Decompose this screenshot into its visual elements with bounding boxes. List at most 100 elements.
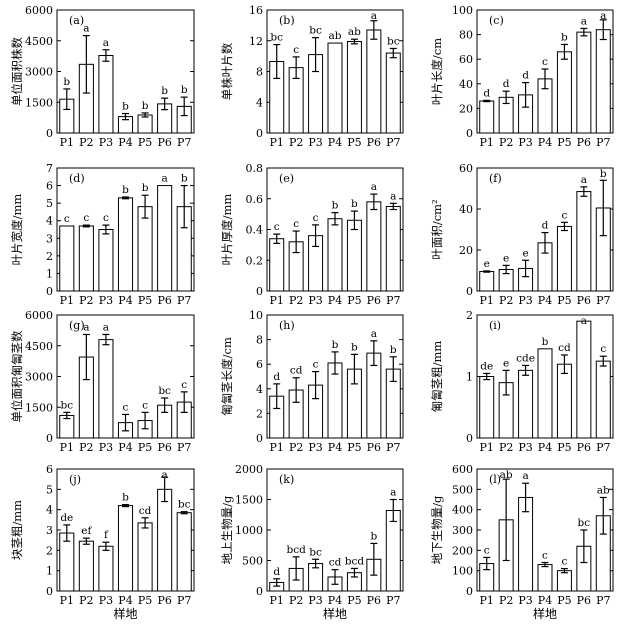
x-tick-label: P3 <box>308 594 322 607</box>
x-tick-label: P2 <box>289 441 303 454</box>
x-tick-label: P2 <box>79 594 93 607</box>
x-tick-label: P7 <box>596 136 610 149</box>
significance-letter: c <box>274 221 280 233</box>
bar <box>157 185 173 292</box>
significance-letter: b <box>161 85 168 97</box>
x-tick-label: P6 <box>577 294 591 307</box>
significance-letter: e <box>503 252 509 264</box>
bar <box>366 29 382 134</box>
x-axis-label: 样地 <box>323 606 347 621</box>
y-tick-label: 1500 <box>235 494 263 507</box>
y-axis-label: 单位面积匍匐茎数 <box>10 330 24 422</box>
y-axis-label: 地上生物量/g <box>220 495 234 564</box>
bar <box>366 201 382 292</box>
significance-letter: c <box>542 56 548 68</box>
significance-letter: b <box>351 198 358 210</box>
y-tick-label: 400 <box>452 504 473 517</box>
panel-e: 0 0.2 0.4 0.6 0.8 c P1 c P2 c P3 b P4 b P5 a P6 a P7 (e) 叶片厚… <box>220 162 404 307</box>
significance-letter: b <box>351 341 358 353</box>
significance-letter: c <box>142 399 148 411</box>
bar <box>98 229 114 292</box>
bar <box>269 238 285 292</box>
x-tick-label: P2 <box>289 594 303 607</box>
panel-i: 0 1 2 de P1 e P2 cde P3 b P4 cd P5 a P6 c P7 (i) 匍匐茎粗/mm <box>430 309 614 454</box>
y-tick-label: 5 <box>46 483 53 496</box>
y-tick-label: 8 <box>256 334 263 347</box>
x-tick-label: P2 <box>289 136 303 149</box>
y-tick-label: 2 <box>46 544 53 557</box>
y-tick-label: 1500 <box>25 96 53 109</box>
y-axis-label: 匍匐茎粗/mm <box>430 341 444 413</box>
y-tick-label: 4500 <box>25 35 53 48</box>
significance-letter: b <box>542 336 549 348</box>
x-tick-label: P5 <box>347 294 361 307</box>
significance-letter: a <box>600 10 606 22</box>
panel-b: 0 4 8 12 16 bc P1 c P2 bc P3 ab P4 ab P5 a P6 bc P7 (b) 单株叶片… <box>220 4 404 149</box>
panel-label: (e) <box>279 172 294 185</box>
bar <box>117 505 134 592</box>
y-axis-label: 叶片长度/cm <box>430 38 444 105</box>
x-tick-label: P2 <box>499 294 513 307</box>
x-axis-label: 样地 <box>533 606 557 621</box>
x-tick-label: P6 <box>367 136 381 149</box>
significance-letter: a <box>581 174 587 186</box>
significance-letter: a <box>103 37 109 49</box>
y-tick-label: 0 <box>46 585 53 598</box>
significance-letter: c <box>103 212 109 224</box>
x-tick-label: P1 <box>480 294 494 307</box>
significance-letter: c <box>484 544 490 556</box>
significance-letter: c <box>542 550 548 562</box>
y-axis-label: 地下生物量/g <box>430 495 444 564</box>
significance-letter: f <box>104 529 109 541</box>
significance-letter: d <box>273 566 280 578</box>
significance-letter: b <box>122 492 129 504</box>
x-tick-label: P1 <box>60 441 74 454</box>
x-tick-label: P4 <box>328 294 342 307</box>
panel-label: (c) <box>489 14 504 27</box>
panel-l: 0 100 200 300 400 500 600 c P1 ab P2 a P3 c P4 c P5 bc P6 a… <box>430 463 614 621</box>
bar <box>595 360 611 439</box>
bar <box>537 564 553 592</box>
significance-letter: d <box>273 371 280 383</box>
significance-letter: d <box>522 70 529 82</box>
bar <box>576 320 592 439</box>
x-tick-label: P2 <box>79 441 93 454</box>
bar <box>157 488 173 592</box>
x-tick-label: P4 <box>118 594 132 607</box>
x-tick-label: P3 <box>518 594 532 607</box>
x-tick-label: P4 <box>328 594 342 607</box>
x-tick-label: P1 <box>60 136 74 149</box>
x-tick-label: P3 <box>308 441 322 454</box>
x-tick-label: P6 <box>367 594 381 607</box>
bar <box>576 31 592 134</box>
bar <box>479 376 495 439</box>
x-tick-label: P7 <box>177 594 191 607</box>
y-tick-label: 500 <box>242 555 263 568</box>
x-tick-label: P2 <box>499 441 513 454</box>
bar <box>176 512 192 592</box>
y-tick-label: 0.6 <box>246 193 264 206</box>
y-tick-label: 500 <box>452 483 473 496</box>
y-axis-label: 叶片厚度/mm <box>220 194 234 266</box>
y-tick-label: 6 <box>46 463 53 476</box>
bar <box>385 52 401 134</box>
x-tick-label: P1 <box>480 594 494 607</box>
x-tick-label: P5 <box>347 441 361 454</box>
significance-letter: a <box>162 469 168 481</box>
y-tick-label: 2 <box>256 407 263 420</box>
y-tick-label: 4 <box>46 504 53 517</box>
x-tick-label: P3 <box>99 294 113 307</box>
y-tick-label: 600 <box>452 463 473 476</box>
significance-letter: a <box>581 15 587 27</box>
significance-letter: a <box>522 470 528 482</box>
y-tick-label: 1000 <box>235 524 263 537</box>
x-tick-label: P4 <box>328 441 342 454</box>
y-tick-label: 10 <box>249 309 263 322</box>
x-tick-label: P2 <box>499 594 513 607</box>
significance-letter: cd <box>139 505 152 517</box>
y-tick-label: 0 <box>466 285 473 298</box>
x-tick-label: P3 <box>518 136 532 149</box>
significance-letter: a <box>371 10 377 22</box>
x-tick-label: P5 <box>138 136 152 149</box>
